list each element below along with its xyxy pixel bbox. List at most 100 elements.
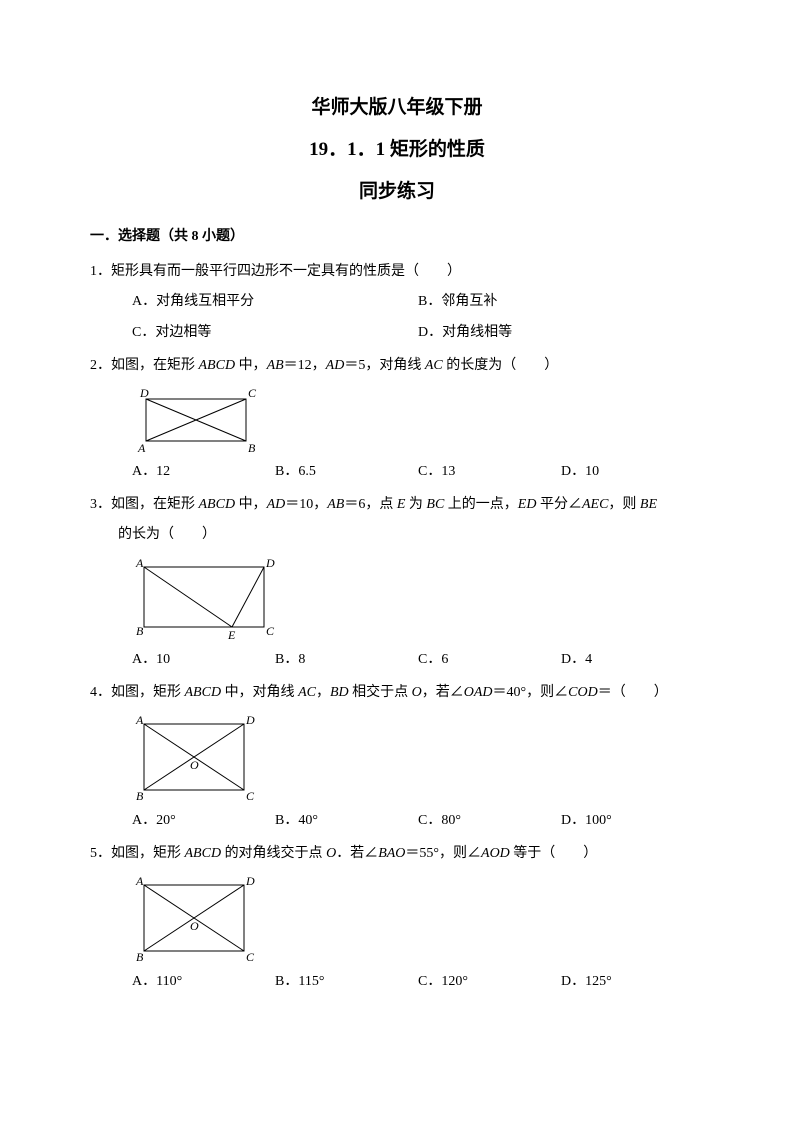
q4-t7: ＝（ ） xyxy=(598,685,668,700)
svg-text:A: A xyxy=(135,713,144,727)
q2-t2: 中， xyxy=(235,358,267,373)
q4-t5: ，若∠ xyxy=(422,685,464,700)
q4-abcd: ABCD xyxy=(185,685,222,700)
q3-ad: AD xyxy=(267,497,286,512)
question-4-options: A．20° B．40° C．80° D．100° xyxy=(90,808,704,835)
q5-t4: ＝55°，则∠ xyxy=(405,846,481,861)
svg-text:C: C xyxy=(246,950,255,964)
q4-t3: ， xyxy=(316,685,330,700)
question-5-option-c: C．120° xyxy=(418,969,561,996)
title-line-3: 同步练习 xyxy=(90,174,704,210)
question-5-text: 5．如图，矩形 ABCD 的对角线交于点 O．若∠BAO＝55°，则∠AOD 等… xyxy=(90,841,704,868)
q3-t1: 3．如图，在矩形 xyxy=(90,497,199,512)
q2-t4: ＝5，对角线 xyxy=(344,358,425,373)
question-1-option-a: A．对角线互相平分 xyxy=(132,289,418,316)
question-1-option-b: B．邻角互补 xyxy=(418,289,704,316)
question-4-text: 4．如图，矩形 ABCD 中，对角线 AC，BD 相交于点 O，若∠OAD＝40… xyxy=(90,680,704,707)
q2-ac: AC xyxy=(425,358,443,373)
q5-bao: BAO xyxy=(378,846,405,861)
section-heading: 一．选择题（共 8 小题） xyxy=(90,224,704,251)
title-line-2: 19．1．1 矩形的性质 xyxy=(90,132,704,168)
question-4-option-b: B．40° xyxy=(275,808,418,835)
question-2-options: A．12 B．6.5 C．13 D．10 xyxy=(90,459,704,486)
rectangle-bisector-icon: A D B E C xyxy=(132,555,282,643)
rectangle-center-o-icon: A D B C O xyxy=(132,873,262,965)
q3-aec: AEC xyxy=(582,497,608,512)
question-4-option-c: C．80° xyxy=(418,808,561,835)
q3-bc: BC xyxy=(426,497,444,512)
q4-cod: COD xyxy=(568,685,598,700)
question-1: 1．矩形具有而一般平行四边形不一定具有的性质是（ ） A．对角线互相平分 B．邻… xyxy=(90,259,704,347)
q3-abcd: ABCD xyxy=(199,497,236,512)
question-2-option-d: D．10 xyxy=(561,459,704,486)
q3-be: BE xyxy=(640,497,657,512)
question-3: 3．如图，在矩形 ABCD 中，AD＝10，AB＝6，点 E 为 BC 上的一点… xyxy=(90,492,704,674)
svg-text:D: D xyxy=(245,713,255,727)
q3-t2: 中， xyxy=(235,497,267,512)
question-3-cont: 的长为（ ） xyxy=(90,522,704,549)
q4-t1: 4．如图，矩形 xyxy=(90,685,185,700)
question-3-option-d: D．4 xyxy=(561,647,704,674)
q4-bd: BD xyxy=(330,685,349,700)
question-1-text: 1．矩形具有而一般平行四边形不一定具有的性质是（ ） xyxy=(90,259,704,286)
svg-text:O: O xyxy=(190,919,199,933)
question-2: 2．如图，在矩形 ABCD 中，AB＝12，AD＝5，对角线 AC 的长度为（ … xyxy=(90,353,704,486)
svg-text:B: B xyxy=(248,441,256,455)
q5-t3: ．若∠ xyxy=(336,846,378,861)
q5-aod: AOD xyxy=(481,846,510,861)
question-5-options: A．110° B．115° C．120° D．125° xyxy=(90,969,704,996)
q5-t5: 等于（ ） xyxy=(510,846,598,861)
question-2-option-c: C．13 xyxy=(418,459,561,486)
svg-text:B: B xyxy=(136,624,144,638)
svg-text:B: B xyxy=(136,789,144,803)
q3-t3: ＝10， xyxy=(285,497,327,512)
question-4-figure: A D B C O xyxy=(90,712,704,804)
svg-text:B: B xyxy=(136,950,144,964)
svg-text:D: D xyxy=(245,874,255,888)
q2-t3: ＝12， xyxy=(284,358,326,373)
q3-ed: ED xyxy=(518,497,537,512)
question-5-option-a: A．110° xyxy=(132,969,275,996)
svg-text:E: E xyxy=(227,628,236,642)
q4-t4: 相交于点 xyxy=(349,685,412,700)
question-1-option-d: D．对角线相等 xyxy=(418,320,704,347)
question-2-figure: D C A B xyxy=(90,385,704,455)
svg-text:C: C xyxy=(266,624,275,638)
q3-t6: 上的一点， xyxy=(444,497,518,512)
q5-o: O xyxy=(326,846,336,861)
q5-t1: 5．如图，矩形 xyxy=(90,846,185,861)
rectangle-diagonals-icon: D C A B xyxy=(132,385,262,455)
question-5-option-d: D．125° xyxy=(561,969,704,996)
q3-t7: 平分∠ xyxy=(536,497,582,512)
question-4: 4．如图，矩形 ABCD 中，对角线 AC，BD 相交于点 O，若∠OAD＝40… xyxy=(90,680,704,835)
question-3-figure: A D B E C xyxy=(90,555,704,643)
title-line-1: 华师大版八年级下册 xyxy=(90,90,704,126)
page-header: 华师大版八年级下册 19．1．1 矩形的性质 同步练习 xyxy=(90,90,704,210)
svg-text:A: A xyxy=(137,441,146,455)
q3-t4: ＝6，点 xyxy=(344,497,397,512)
question-2-text: 2．如图，在矩形 ABCD 中，AB＝12，AD＝5，对角线 AC 的长度为（ … xyxy=(90,353,704,380)
rectangle-center-o-icon: A D B C O xyxy=(132,712,262,804)
svg-text:D: D xyxy=(139,386,149,400)
question-3-option-c: C．6 xyxy=(418,647,561,674)
svg-text:C: C xyxy=(246,789,255,803)
svg-text:A: A xyxy=(135,874,144,888)
q3-ab: AB xyxy=(327,497,344,512)
question-3-options: A．10 B．8 C．6 D．4 xyxy=(90,647,704,674)
q2-ad: AD xyxy=(326,358,345,373)
q4-oad: OAD xyxy=(464,685,493,700)
q2-t5: 的长度为（ ） xyxy=(443,358,559,373)
svg-text:C: C xyxy=(248,386,257,400)
q4-t6: ＝40°，则∠ xyxy=(493,685,569,700)
question-1-option-c: C．对边相等 xyxy=(132,320,418,347)
q5-abcd: ABCD xyxy=(185,846,222,861)
question-5: 5．如图，矩形 ABCD 的对角线交于点 O．若∠BAO＝55°，则∠AOD 等… xyxy=(90,841,704,996)
q4-t2: 中，对角线 xyxy=(221,685,298,700)
question-3-text: 3．如图，在矩形 ABCD 中，AD＝10，AB＝6，点 E 为 BC 上的一点… xyxy=(90,492,704,519)
question-1-options-row1: A．对角线互相平分 B．邻角互补 xyxy=(90,289,704,316)
svg-text:D: D xyxy=(265,556,275,570)
question-4-option-a: A．20° xyxy=(132,808,275,835)
q2-t1: 2．如图，在矩形 xyxy=(90,358,199,373)
question-3-option-b: B．8 xyxy=(275,647,418,674)
svg-text:A: A xyxy=(135,556,144,570)
